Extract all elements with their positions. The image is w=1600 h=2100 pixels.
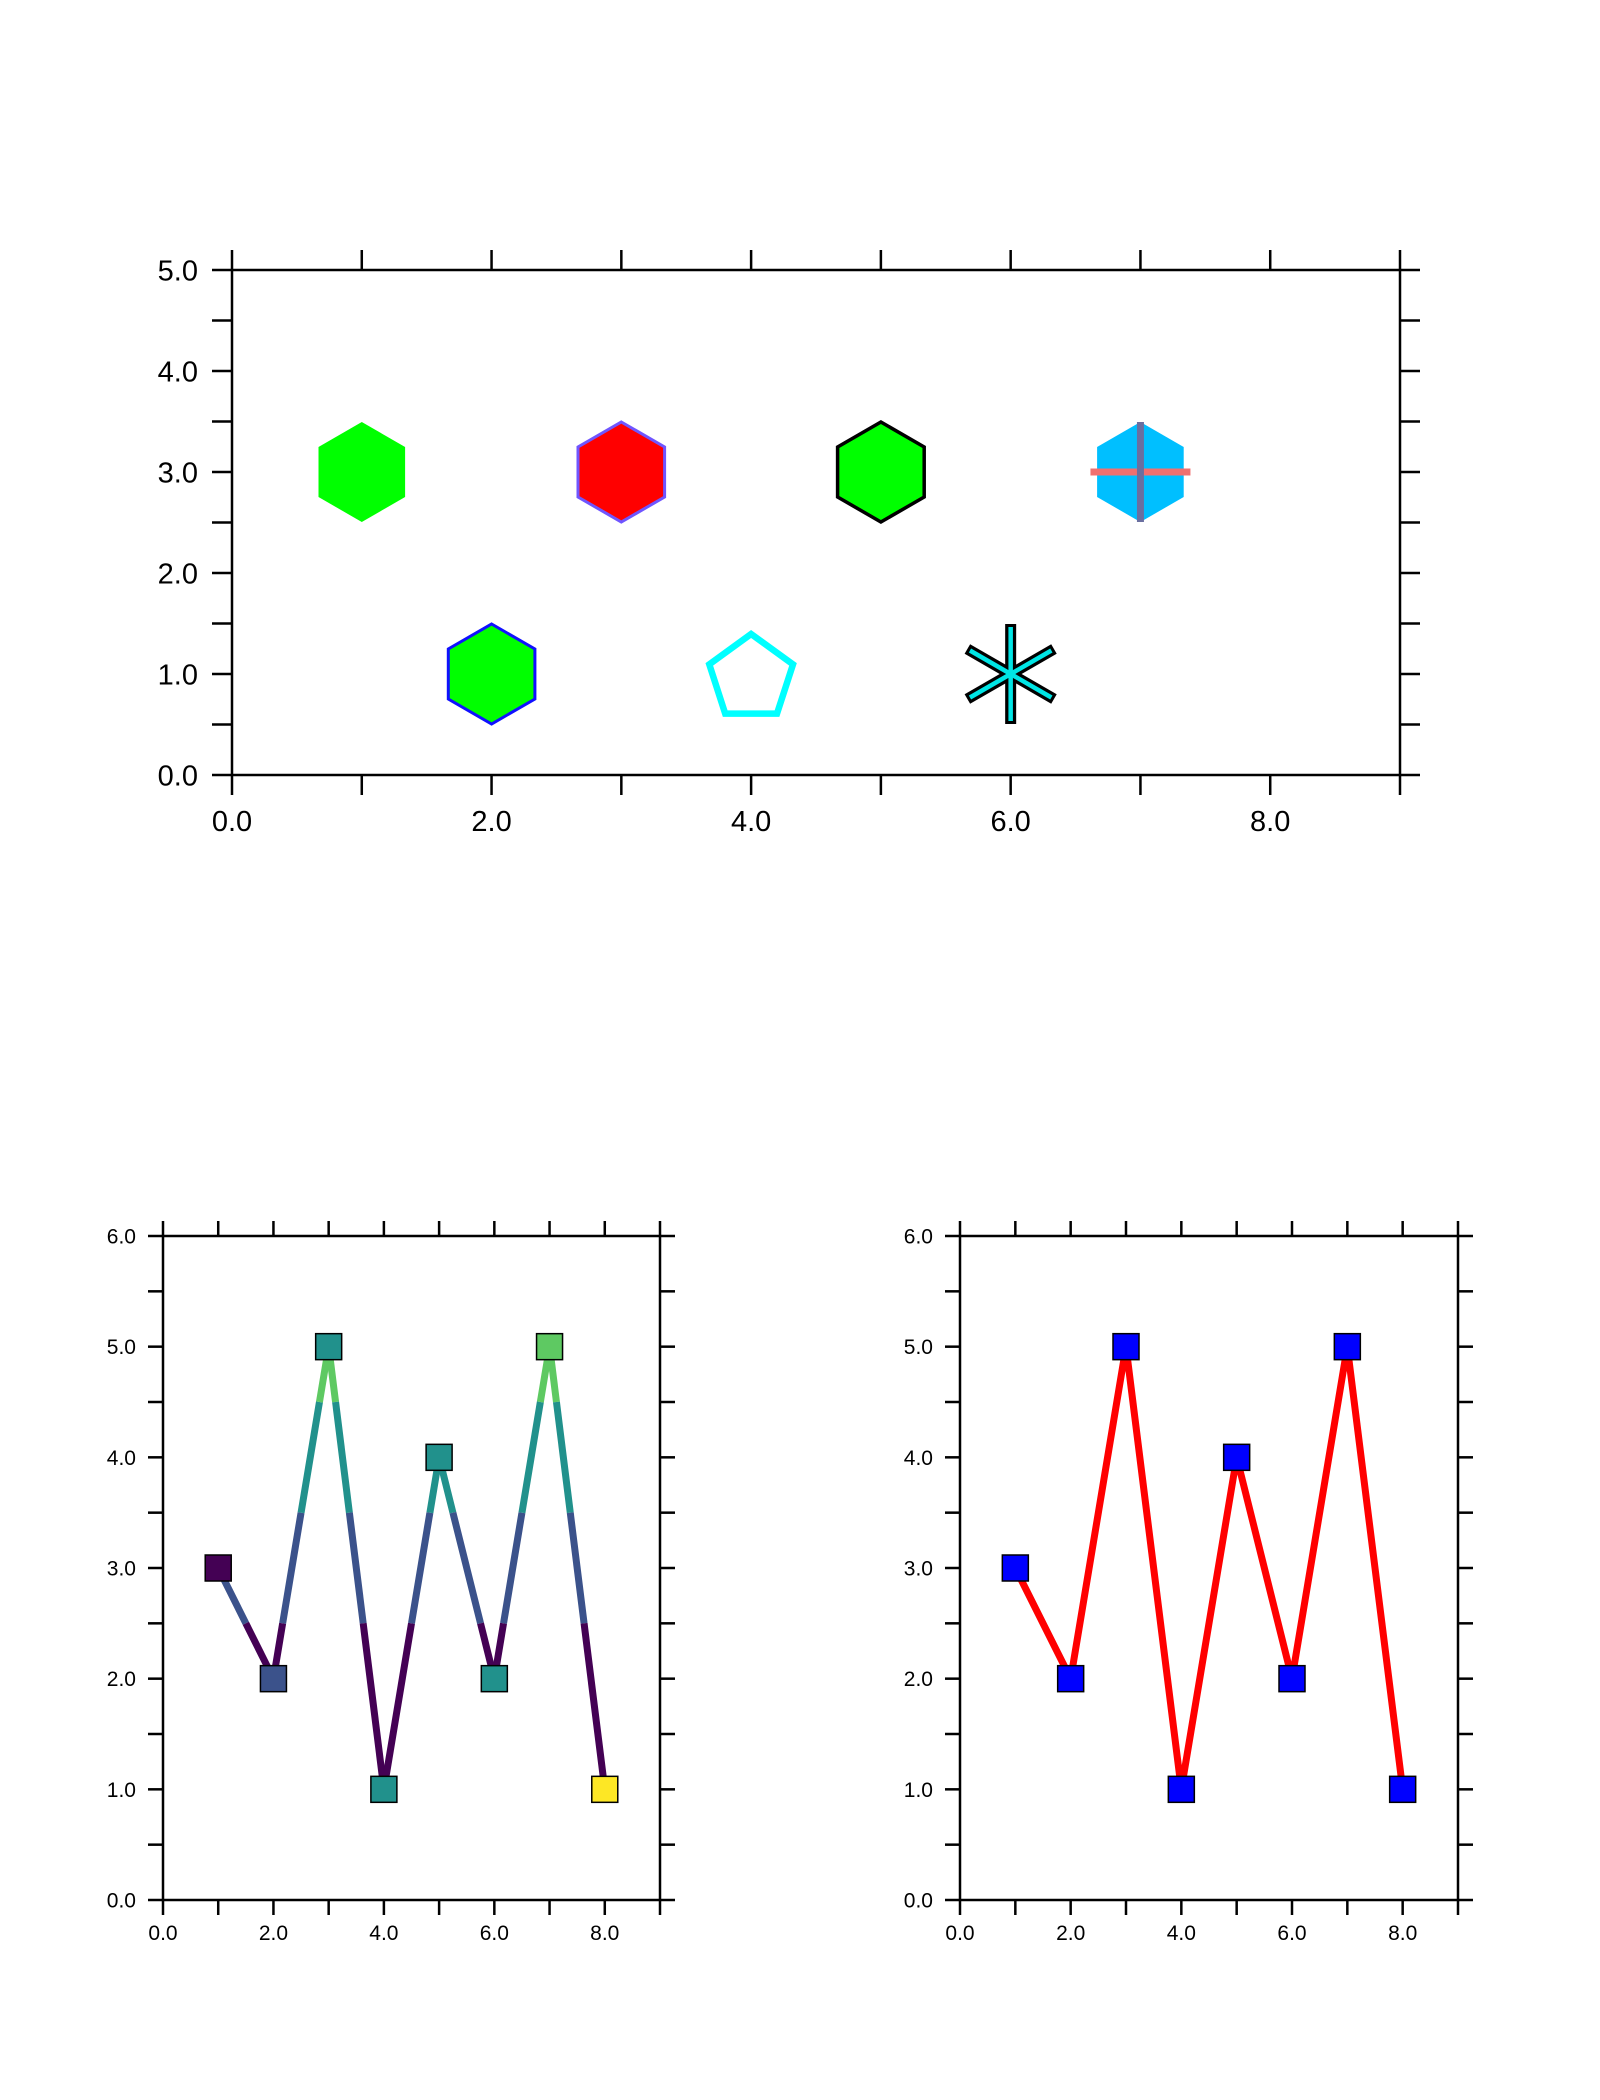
square-marker [480,1664,509,1693]
asterisk-arm [968,648,1053,700]
x-tick-label: 6.0 [1277,1922,1306,1945]
square-marker [535,1332,564,1361]
y-tick-label: 0.0 [904,1890,933,1913]
y-tick-label: 3.0 [158,457,198,489]
series-line-segment [297,1401,323,1514]
x-tick-label: 2.0 [259,1922,288,1945]
series-line [1012,1346,1407,1790]
plot-frame [230,268,1402,777]
series-line-segment [449,1511,484,1625]
series-line-segment [552,1401,574,1514]
square-marker [425,1443,453,1472]
x-tick-label: 8.0 [1250,806,1290,838]
square-marker [591,1775,619,1804]
series-line-segment [408,1512,434,1624]
x-tick-label: 4.0 [1167,1922,1196,1945]
y-tick-label: 1.0 [904,1779,933,1802]
hexagon-marker [318,422,406,522]
square-marker [204,1554,232,1582]
square-marker [1167,1775,1196,1804]
square-marker [1333,1332,1362,1361]
y-tick-label: 5.0 [904,1336,933,1359]
series-line-segment [332,1401,353,1514]
x-tick-label: 2.0 [1056,1922,1085,1945]
y-tick-label: 4.0 [107,1447,136,1470]
hexagon-marker [446,622,537,726]
square-marker [1056,1664,1085,1693]
series-line-segment [566,1512,588,1624]
y-tick-label: 1.0 [107,1779,136,1802]
square-marker [259,1664,288,1693]
y-tick-label: 2.0 [158,558,198,590]
y-tick-label: 6.0 [107,1226,136,1249]
x-tick-label: 0.0 [212,806,252,838]
x-tick-label: 0.0 [148,1922,177,1945]
series-line-segment [580,1622,609,1790]
square-marker [1222,1443,1251,1472]
series-line-segment [279,1512,305,1624]
square-marker [1278,1664,1306,1693]
series-line-segment [380,1622,415,1790]
y-tick-label: 1.0 [158,659,198,691]
pentagon-marker [705,629,797,717]
square-marker [1001,1554,1030,1582]
square-marker [1112,1332,1140,1361]
x-tick-label: 2.0 [471,806,511,838]
red-line-panel: 0.0 2.0 4.0 6.0 8.0 0.0 1.0 2.0 3.0 4.0 5.0 6.0 [904,1221,1473,1945]
y-tick-label: 2.0 [107,1668,136,1691]
series-line-segment [345,1512,367,1624]
markers-panel: 0.0 2.0 4.0 6.0 8.0 0.0 1.0 2.0 3.0 4.0 5.0 [158,250,1420,838]
y-tick-label: 5.0 [158,255,198,287]
y-tick-label: 3.0 [904,1558,933,1581]
series-line-segment [359,1622,388,1790]
x-tick-label: 0.0 [945,1922,974,1945]
hexagon-marker [576,420,667,524]
y-tick-label: 6.0 [904,1226,933,1249]
hexagon-marker [835,419,926,525]
x-tick-label: 6.0 [991,806,1031,838]
series-line-segment [518,1401,544,1514]
square-marker [370,1775,398,1804]
y-tick-label: 4.0 [904,1447,933,1470]
y-tick-label: 2.0 [904,1668,933,1691]
y-tick-label: 0.0 [107,1890,136,1913]
plot-frame [958,1234,1460,1902]
x-tick-label: 8.0 [1388,1922,1417,1945]
plot-frame [161,1234,662,1902]
colored-line-panel: 0.0 2.0 4.0 6.0 8.0 0.0 1.0 2.0 3.0 4.0 5.0 6.0 [107,1221,675,1945]
series-line-segment [500,1512,526,1624]
y-tick-label: 0.0 [158,760,198,792]
y-tick-label: 4.0 [158,356,198,388]
square-marker [314,1332,343,1361]
square-marker [1388,1775,1417,1804]
x-tick-label: 6.0 [480,1922,509,1945]
y-tick-label: 3.0 [107,1558,136,1581]
y-tick-label: 5.0 [107,1336,136,1359]
x-tick-label: 4.0 [369,1922,398,1945]
x-tick-label: 4.0 [731,806,771,838]
x-tick-label: 8.0 [590,1922,619,1945]
